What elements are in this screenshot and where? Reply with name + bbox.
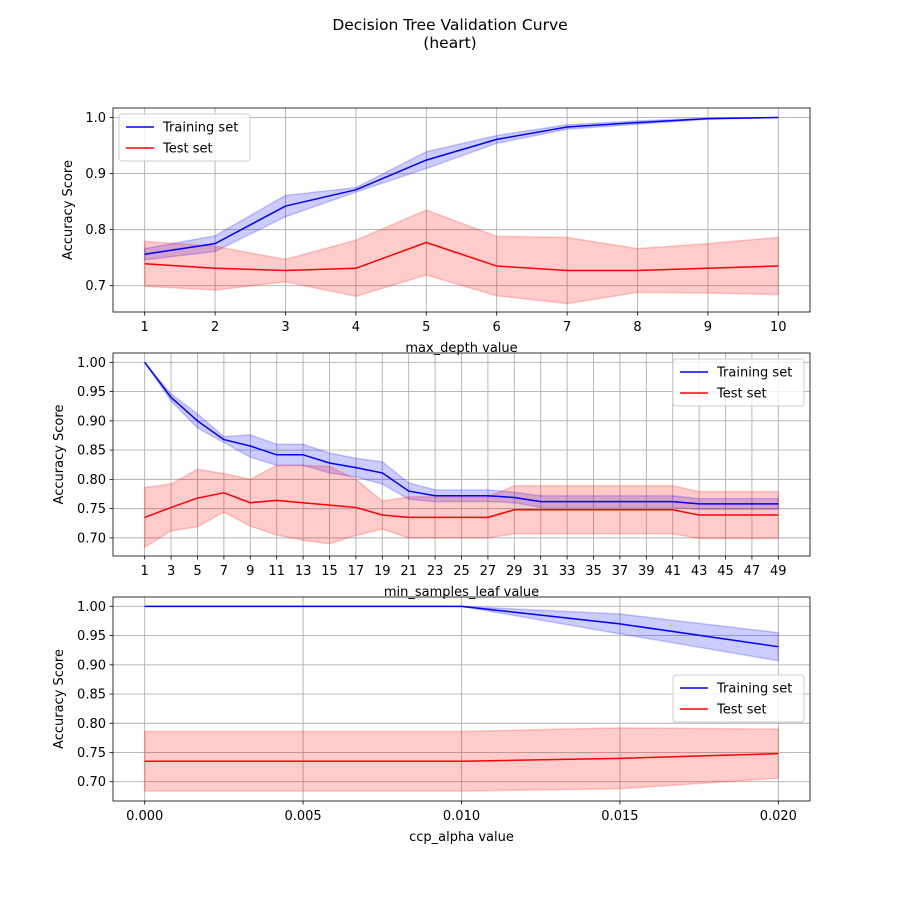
subplot-1: 1 2 3 4 5 6 7 8 9 10 0.7 0.8 0.9 1.0 max_depth value Ac… [61, 107, 811, 356]
y-tick-label: 0.90 [77, 658, 106, 673]
x-tick-label: 43 [691, 564, 708, 579]
test-set-line [144, 492, 779, 519]
training-set-line [144, 361, 779, 505]
training-set-std-band [144, 605, 780, 662]
figure-title: Decision Tree Validation Curve [332, 16, 567, 34]
x-tick-label: 33 [559, 564, 576, 579]
figure-subtitle: (heart) [423, 34, 476, 52]
y-tick-label: 0.80 [77, 473, 106, 488]
x-tick-label: 39 [638, 564, 655, 579]
x-tick-label: 11 [268, 564, 285, 579]
test-set-std-band [143, 209, 780, 305]
y-tick-label: 0.9 [85, 167, 106, 182]
x-tick-label: 0.015 [601, 809, 638, 824]
x-tick-label: 0.000 [126, 809, 163, 824]
x-axis-label: max_depth value [405, 341, 517, 356]
x-tick-label: 49 [770, 564, 787, 579]
y-axis-label: Accuracy Score [52, 405, 67, 505]
x-tick-label: 8 [633, 320, 641, 335]
test-set-std-band [143, 464, 780, 549]
legend: Training set Test set [672, 674, 805, 723]
x-tick-label: 0.020 [760, 809, 797, 824]
x-tick-label: 5 [193, 564, 201, 579]
y-tick-label: 0.75 [77, 746, 106, 761]
y-tick-label: 0.95 [77, 629, 106, 644]
y-tick-label: 0.7 [85, 279, 106, 294]
legend: Training set Test set [118, 113, 251, 162]
x-tick-label: 3 [167, 564, 175, 579]
x-tick-label: 15 [321, 564, 338, 579]
y-tick-label: 0.95 [77, 385, 106, 400]
x-tick-label: 0.005 [284, 809, 321, 824]
legend-label: Test set [716, 387, 767, 402]
test-set-line [144, 752, 779, 762]
subplot-2: 1 3 5 7 9 11 13 15 17 19 21 23 25 27 29 31 33 35 37 39 41 43 4… [52, 352, 811, 600]
x-tick-label: 1 [141, 320, 149, 335]
subplot-3: 0.000 0.005 0.010 0.015 0.020 0.70 0.75 0.80 0.8… [52, 596, 811, 845]
x-tick-label: 9 [704, 320, 712, 335]
x-tick-label: 17 [348, 564, 365, 579]
training-set-line [144, 605, 779, 648]
x-tick-label: 13 [295, 564, 312, 579]
x-tick-label: 10 [770, 320, 787, 335]
x-tick-label: 31 [532, 564, 549, 579]
test-set-std-band [143, 727, 780, 792]
legend-frame [118, 113, 251, 162]
y-axis-label: Accuracy Score [61, 160, 76, 260]
x-tick-label: 6 [493, 320, 501, 335]
y-tick-label: 0.85 [77, 688, 106, 703]
x-tick-label: 45 [717, 564, 734, 579]
x-tick-label: 7 [220, 564, 228, 579]
x-tick-label: 29 [506, 564, 523, 579]
x-tick-label: 7 [563, 320, 571, 335]
y-tick-label: 0.70 [77, 531, 106, 546]
x-tick-label: 3 [281, 320, 289, 335]
x-tick-label: 23 [427, 564, 444, 579]
y-tick-label: 0.75 [77, 502, 106, 517]
test-set-line [144, 241, 779, 272]
legend: Training set Test set [672, 358, 805, 407]
y-axis-label: Accuracy Score [52, 649, 67, 749]
y-tick-label: 0.85 [77, 444, 106, 459]
x-tick-label: 35 [585, 564, 602, 579]
x-tick-label: 27 [480, 564, 497, 579]
legend-label: Training set [716, 366, 792, 381]
y-tick-label: 1.0 [85, 111, 106, 126]
x-tick-label: 1 [141, 564, 149, 579]
x-tick-label: 47 [744, 564, 761, 579]
x-tick-label: 25 [453, 564, 470, 579]
x-tick-label: 21 [400, 564, 417, 579]
y-tick-label: 1.00 [77, 356, 106, 371]
x-tick-label: 19 [374, 564, 391, 579]
legend-frame [672, 358, 805, 407]
x-tick-label: 41 [664, 564, 681, 579]
y-tick-label: 0.80 [77, 717, 106, 732]
x-axis-label: min_samples_leaf value [384, 585, 539, 600]
x-tick-label: 2 [211, 320, 219, 335]
x-tick-label: 9 [246, 564, 254, 579]
axes-frame [112, 107, 811, 313]
training-set-line [144, 116, 779, 256]
y-tick-label: 0.8 [85, 223, 106, 238]
y-tick-label: 0.70 [77, 775, 106, 790]
legend-label: Test set [716, 703, 767, 718]
x-axis-label: ccp_alpha value [409, 830, 514, 845]
legend-label: Training set [716, 682, 792, 697]
x-tick-label: 4 [352, 320, 360, 335]
legend-label: Training set [162, 121, 238, 136]
y-tick-label: 0.90 [77, 414, 106, 429]
x-tick-label: 37 [612, 564, 629, 579]
legend-label: Test set [162, 142, 213, 157]
x-tick-label: 5 [422, 320, 430, 335]
y-tick-label: 1.00 [77, 600, 106, 615]
legend-frame [672, 674, 805, 723]
x-tick-label: 0.010 [443, 809, 480, 824]
